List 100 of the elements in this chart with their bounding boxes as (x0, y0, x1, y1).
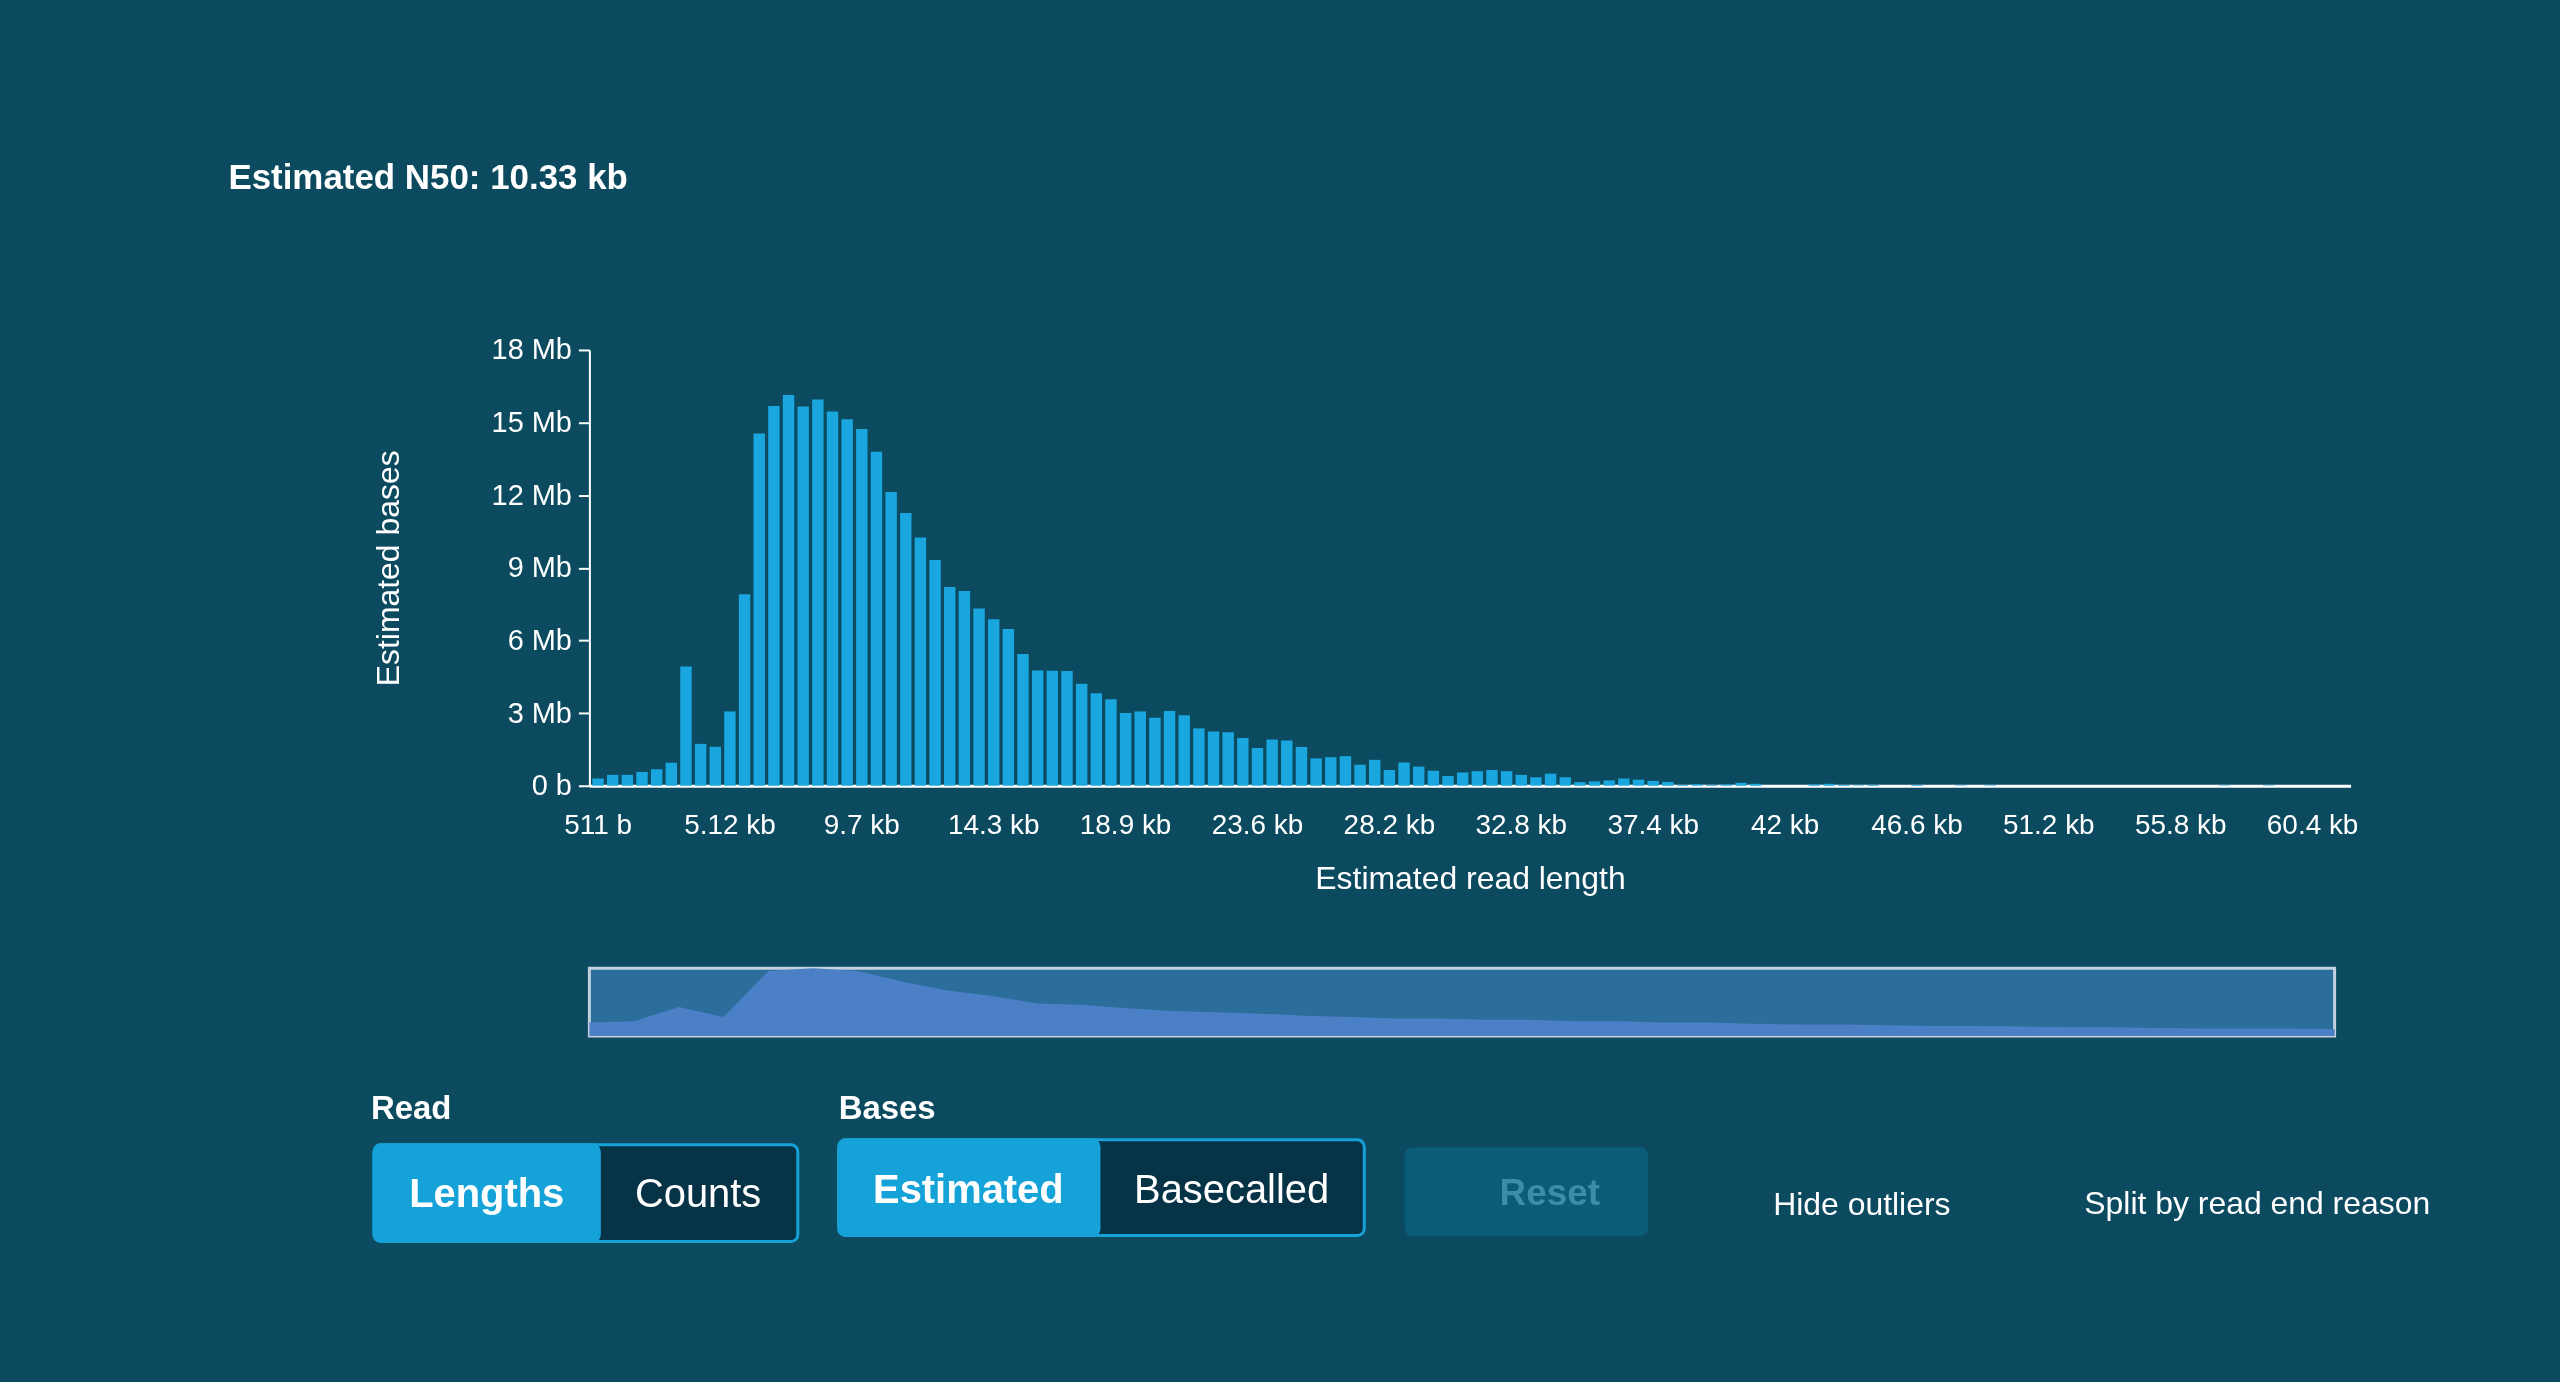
x-tick-label: 5.12 kb (684, 809, 776, 841)
x-tick-label: 60.4 kb (2266, 809, 2359, 841)
x-tick-label: 18.9 kb (1079, 809, 1172, 841)
x-tick-label: 55.8 kb (2134, 809, 2227, 841)
bar (1002, 629, 1015, 786)
bar (694, 743, 707, 786)
bar (1442, 776, 1454, 786)
x-tick-label: 46.6 kb (1871, 809, 1963, 841)
bar (768, 406, 780, 786)
bar (1574, 782, 1586, 786)
text: Hide outliers (1773, 1185, 1951, 1222)
bar (1471, 771, 1484, 786)
bar (1295, 747, 1308, 786)
bar (900, 512, 912, 786)
bar (1354, 764, 1366, 786)
x-tick-label: 32.8 kb (1475, 809, 1568, 841)
bar (680, 666, 692, 786)
bar (1544, 773, 1557, 786)
y-axis-title: Estimated bases (369, 450, 406, 687)
bar (1163, 710, 1176, 786)
x-tick-label: 9.7 kb (823, 809, 900, 841)
bar (1588, 781, 1601, 786)
text: Estimated (873, 1166, 1064, 1211)
bar (973, 608, 985, 786)
bar (1662, 781, 1674, 786)
x-tick-label: 14.3 kb (947, 809, 1040, 841)
bar (1031, 670, 1044, 786)
bar (841, 419, 853, 786)
bar (958, 591, 971, 786)
x-tick-label: 23.6 kb (1211, 809, 1304, 841)
bar (709, 746, 721, 786)
bar (1310, 758, 1322, 786)
bar (1046, 670, 1059, 786)
bar (1515, 774, 1527, 786)
y-tick-label: 6 Mb (507, 623, 572, 656)
bar (929, 560, 941, 786)
bar (1222, 732, 1234, 786)
y-tick-label: 15 Mb (491, 406, 572, 439)
bar (1618, 778, 1630, 786)
bar (987, 619, 1000, 786)
bar (1398, 762, 1410, 786)
bar (1456, 772, 1469, 786)
bar (738, 594, 751, 786)
y-tick-label: 18 Mb (491, 333, 572, 366)
bar (1383, 770, 1396, 786)
bar (1251, 747, 1264, 786)
text: Basecalled (1134, 1166, 1330, 1211)
text: Lengths (409, 1170, 565, 1215)
bar (753, 433, 765, 786)
bar (1647, 780, 1659, 786)
bar (724, 711, 736, 786)
chart-title: Estimated N50: 10.33 kb (228, 157, 628, 197)
bar (1207, 731, 1220, 786)
x-tick-label: 28.2 kb (1343, 809, 1436, 841)
bar (1119, 713, 1132, 786)
bar (1530, 777, 1542, 786)
y-tick-label: 12 Mb (491, 478, 572, 511)
bar (826, 411, 839, 786)
bar (1427, 770, 1440, 786)
bar (1603, 780, 1615, 786)
text: Bases (838, 1088, 936, 1126)
bar (1134, 711, 1146, 786)
bar (782, 394, 795, 786)
bar (1339, 756, 1352, 786)
text: Counts (634, 1170, 762, 1215)
bar (1061, 670, 1073, 786)
x-tick-label: 511 b (564, 809, 632, 841)
bar (1486, 770, 1498, 786)
y-tick-label: 0 b (531, 769, 572, 802)
bar (1193, 728, 1205, 786)
bar (1266, 739, 1278, 786)
bar (1281, 740, 1293, 786)
bar (812, 399, 824, 786)
x-tick-label: 51.2 kb (2003, 809, 2095, 841)
bar (1237, 738, 1249, 786)
x-tick-label: 42 kb (1750, 809, 1820, 841)
bar (1149, 717, 1161, 786)
bar (606, 774, 619, 786)
bar (914, 537, 927, 786)
bar (636, 771, 648, 786)
x-tick-label: 37.4 kb (1607, 809, 1699, 841)
bar (1105, 699, 1117, 786)
bar (621, 774, 634, 786)
text: Read (370, 1088, 452, 1126)
bar (1500, 771, 1513, 786)
bar (1178, 715, 1190, 786)
bar (650, 769, 663, 786)
bar (1090, 693, 1102, 786)
bar (870, 451, 883, 786)
bar (592, 778, 604, 786)
bar (797, 406, 809, 786)
bar (1735, 782, 1747, 786)
bar (1559, 777, 1571, 786)
bar (1075, 683, 1088, 786)
bar (1017, 654, 1029, 786)
y-tick-label: 3 Mb (507, 696, 572, 729)
bar (1369, 759, 1381, 786)
bar (944, 586, 956, 786)
bar (1632, 779, 1645, 786)
bar (1325, 757, 1337, 786)
